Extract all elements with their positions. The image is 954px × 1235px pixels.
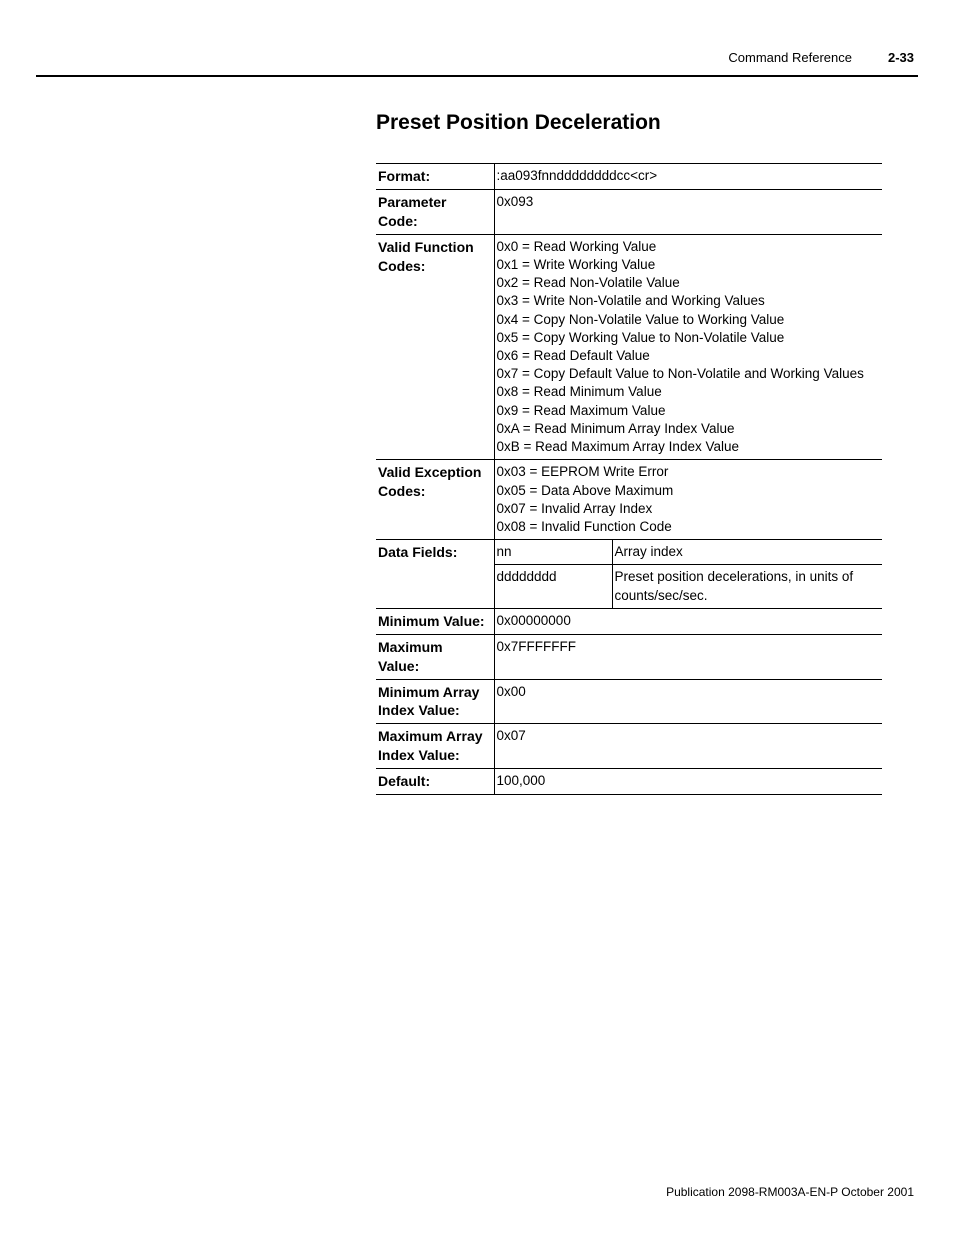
label-data-fields: Data Fields:	[376, 540, 494, 609]
func-code-line: 0x5 = Copy Working Value to Non-Volatile…	[497, 329, 877, 347]
data-field-name-1: nn	[494, 540, 612, 565]
header-rule	[36, 75, 918, 77]
func-code-line: 0x9 = Read Maximum Value	[497, 402, 877, 420]
row-minimum-value: Minimum Value: 0x00000000	[376, 608, 882, 634]
row-minimum-array-index: Minimum Array Index Value: 0x00	[376, 679, 882, 724]
label-maximum-value: Maximum Value:	[376, 634, 494, 679]
func-code-line: 0x8 = Read Minimum Value	[497, 383, 877, 401]
value-maximum-value: 0x7FFFFFFF	[494, 634, 882, 679]
content-area: Preset Position Deceleration Format: :aa…	[376, 111, 882, 795]
label-default: Default:	[376, 769, 494, 795]
exc-code-line: 0x03 = EEPROM Write Error	[497, 463, 877, 481]
value-minimum-value: 0x00000000	[494, 608, 882, 634]
label-maximum-array-index: Maximum Array Index Value:	[376, 724, 494, 769]
value-minimum-array-index: 0x00	[494, 679, 882, 724]
data-field-name-2: dddddddd	[494, 565, 612, 608]
exc-code-line: 0x07 = Invalid Array Index	[497, 500, 877, 518]
label-function-codes: Valid Function Codes:	[376, 234, 494, 460]
row-data-fields-1: Data Fields: nn Array index	[376, 540, 882, 565]
row-parameter-code: Parameter Code: 0x093	[376, 189, 882, 234]
data-field-desc-2: Preset position decelerations, in units …	[612, 565, 882, 608]
label-format: Format:	[376, 164, 494, 190]
label-parameter-code: Parameter Code:	[376, 189, 494, 234]
row-format: Format: :aa093fnnddddddddcc<cr>	[376, 164, 882, 190]
row-maximum-value: Maximum Value: 0x7FFFFFFF	[376, 634, 882, 679]
value-format: :aa093fnnddddddddcc<cr>	[494, 164, 882, 190]
func-code-line: 0x7 = Copy Default Value to Non-Volatile…	[497, 365, 877, 383]
exc-code-line: 0x05 = Data Above Maximum	[497, 482, 877, 500]
func-code-line: 0x1 = Write Working Value	[497, 256, 877, 274]
page-title: Preset Position Deceleration	[376, 111, 882, 135]
func-code-line: 0xA = Read Minimum Array Index Value	[497, 420, 877, 438]
label-minimum-array-index: Minimum Array Index Value:	[376, 679, 494, 724]
func-code-line: 0x3 = Write Non-Volatile and Working Val…	[497, 292, 877, 310]
page-header: Command Reference 2-33	[36, 50, 918, 75]
exc-code-line: 0x08 = Invalid Function Code	[497, 518, 877, 536]
value-exception-codes: 0x03 = EEPROM Write Error 0x05 = Data Ab…	[494, 460, 882, 540]
page-footer: Publication 2098-RM003A-EN-P October 200…	[666, 1185, 914, 1199]
row-maximum-array-index: Maximum Array Index Value: 0x07	[376, 724, 882, 769]
row-function-codes: Valid Function Codes: 0x0 = Read Working…	[376, 234, 882, 460]
value-function-codes: 0x0 = Read Working Value 0x1 = Write Wor…	[494, 234, 882, 460]
row-default: Default: 100,000	[376, 769, 882, 795]
func-code-line: 0x2 = Read Non-Volatile Value	[497, 274, 877, 292]
row-exception-codes: Valid Exception Codes: 0x03 = EEPROM Wri…	[376, 460, 882, 540]
value-maximum-array-index: 0x07	[494, 724, 882, 769]
header-page-number: 2-33	[888, 50, 914, 65]
func-code-line: 0xB = Read Maximum Array Index Value	[497, 438, 877, 456]
func-code-line: 0x6 = Read Default Value	[497, 347, 877, 365]
value-default: 100,000	[494, 769, 882, 795]
data-field-desc-1: Array index	[612, 540, 882, 565]
spec-table: Format: :aa093fnnddddddddcc<cr> Paramete…	[376, 163, 882, 795]
header-section: Command Reference	[728, 50, 852, 65]
label-minimum-value: Minimum Value:	[376, 608, 494, 634]
func-code-line: 0x4 = Copy Non-Volatile Value to Working…	[497, 311, 877, 329]
label-exception-codes: Valid Exception Codes:	[376, 460, 494, 540]
func-code-line: 0x0 = Read Working Value	[497, 238, 877, 256]
page: Command Reference 2-33 Preset Position D…	[0, 0, 954, 1235]
value-parameter-code: 0x093	[494, 189, 882, 234]
